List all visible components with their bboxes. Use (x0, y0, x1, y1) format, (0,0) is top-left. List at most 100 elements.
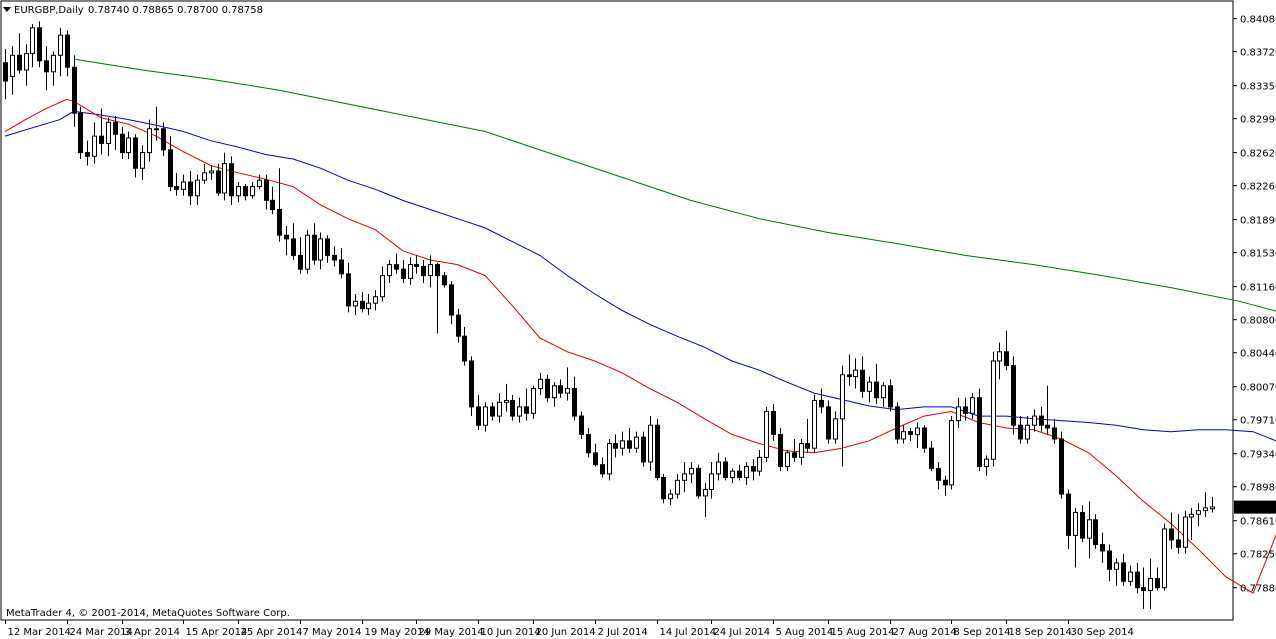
candle (936, 461, 941, 490)
time-tick-label: 29 May 2014 (419, 627, 484, 638)
time-tick-label: 15 Apr 2014 (186, 627, 248, 638)
candle (277, 168, 282, 242)
plot-frame (0, 0, 1234, 621)
candle (531, 385, 536, 419)
candle-body (1155, 578, 1160, 589)
candle-body (840, 374, 845, 420)
candle (1169, 512, 1174, 550)
candle (1059, 431, 1064, 499)
time-tick-label: 18 Sep 2014 (1009, 627, 1072, 638)
candle (792, 439, 797, 462)
candle-body (126, 137, 131, 154)
candle (1114, 558, 1119, 586)
candle-body (10, 54, 15, 77)
candle (1087, 501, 1092, 559)
candle-body (1059, 438, 1064, 495)
candle (99, 108, 104, 155)
candle (325, 235, 330, 263)
candle-body (147, 128, 152, 154)
time-tick-label: 19 May 2014 (365, 627, 430, 638)
candle (778, 427, 783, 472)
candle-body (1183, 516, 1188, 548)
candle-body (250, 186, 255, 197)
candle (929, 440, 934, 472)
candle-body (1203, 507, 1208, 512)
candle (805, 418, 810, 453)
candle-body (607, 443, 612, 475)
chart-menu-triangle-icon[interactable] (3, 7, 11, 12)
candle-body (181, 181, 186, 190)
candle-body (305, 234, 310, 270)
candle-body (229, 163, 234, 197)
candle-body (1100, 544, 1105, 552)
candle-body (1189, 513, 1194, 518)
candle (682, 461, 687, 493)
candle-body (243, 186, 248, 197)
candle-body (627, 440, 632, 449)
candle-body (888, 385, 893, 408)
candle-body (668, 493, 673, 500)
candle (799, 439, 804, 465)
candle-body (565, 388, 570, 394)
candle (771, 404, 776, 441)
candle (17, 33, 22, 74)
candle-body (78, 112, 83, 154)
candle (37, 21, 42, 68)
candle-body (792, 452, 797, 458)
candle-body (586, 433, 591, 454)
candle-body (572, 388, 577, 417)
candle (1011, 356, 1016, 435)
candle (997, 342, 1002, 380)
candle-body (168, 149, 173, 188)
candle (30, 24, 35, 68)
candle (737, 464, 742, 481)
candle (956, 397, 961, 428)
candle-body (682, 473, 687, 481)
candle-body (408, 264, 413, 279)
candle-body (1025, 424, 1030, 440)
candle (655, 418, 660, 481)
candle (915, 422, 920, 449)
candle-body (380, 275, 385, 298)
candle-body (174, 186, 179, 190)
candle-body (771, 410, 776, 435)
moving-averages (4, 58, 1276, 594)
candle (751, 459, 756, 481)
time-tick-label: 20 Jun 2014 (536, 627, 596, 638)
candle-body (284, 234, 289, 240)
candle-body (504, 399, 509, 403)
candle-body (1141, 587, 1146, 591)
candle (675, 473, 680, 499)
candle-body (1087, 519, 1092, 539)
candle-body (977, 397, 982, 468)
candle-body (236, 186, 241, 197)
candle (1018, 416, 1023, 444)
candle (620, 431, 625, 456)
candle (977, 388, 982, 472)
candle (984, 455, 989, 476)
candle-body (956, 406, 961, 422)
candle (1093, 514, 1098, 550)
candle (819, 388, 824, 414)
candle (3, 48, 8, 100)
candle-body (140, 152, 145, 169)
candle-body (819, 399, 824, 408)
candle-body (339, 259, 344, 275)
candle (133, 134, 138, 178)
candle (517, 397, 522, 423)
candle-body (641, 436, 646, 463)
candle (785, 450, 790, 472)
candle (908, 427, 913, 441)
candle-body (1196, 510, 1201, 515)
candle (888, 379, 893, 412)
time-tick-label: 12 Mar 2014 (8, 627, 71, 638)
candle-body (593, 452, 598, 466)
candle (668, 489, 673, 506)
candle (901, 425, 906, 444)
